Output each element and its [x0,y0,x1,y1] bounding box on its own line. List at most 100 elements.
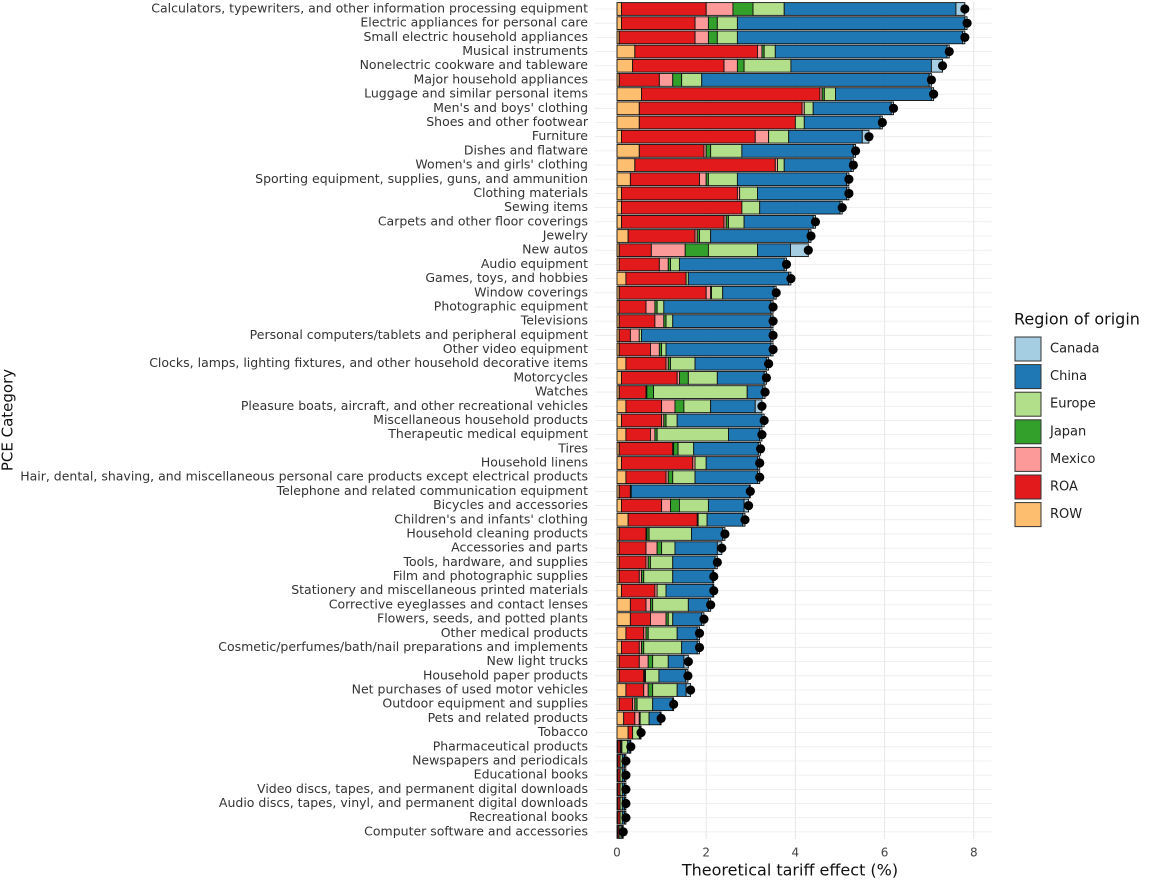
bar-segment [616,583,622,598]
x-axis-title: Theoretical tariff effect (%) [681,861,898,880]
bar-segment [783,158,852,172]
total-dot [771,288,781,298]
bar-segment [705,144,712,158]
y-tick-label: Newspapers and periodicals [412,752,588,767]
bar-segment [616,44,636,59]
legend-swatch [1014,364,1042,390]
bar-segment [618,314,656,328]
bar-segment [665,583,714,598]
bar-segment [676,626,698,641]
bar-segment [649,555,674,570]
total-dot [683,671,693,681]
bar-segment [728,214,745,229]
bar-segment [621,2,707,16]
total-dot [757,401,767,411]
y-tick-label: Carpets and other floor coverings [378,213,588,228]
total-dot [760,387,770,397]
bar-segment [616,158,636,172]
y-tick-label: Corrective eyeglasses and contact lenses [329,596,588,611]
bar-segment [616,58,634,73]
bar-segment [701,73,930,87]
y-tick-label: Stationery and miscellaneous printed mat… [291,582,588,597]
bar-segment [621,640,640,655]
bar-segment [661,342,667,357]
y-axis-title: PCE Category [0,369,17,471]
bar-segment [736,16,966,31]
bar-segment [616,214,622,229]
legend-swatch [1014,336,1042,362]
bar-segment [656,541,663,555]
y-tick-label: Net purchases of used motor vehicles [352,682,588,697]
y-tick-label: Miscellaneous household products [373,412,588,427]
bar-segment [638,115,796,130]
bar-segment [667,470,674,485]
bar-segment [645,598,651,612]
bar-segment [629,328,640,343]
total-dot [745,486,755,496]
total-dot [618,827,628,837]
y-tick-label: Dishes and flatware [464,142,588,157]
bar-segment [616,711,625,726]
y-tick-label: Therapeutic medical equipment [387,426,588,441]
total-dot [864,132,874,142]
y-tick-label: Motorcycles [513,369,588,384]
bar-segment [707,16,718,31]
bar-segment [752,2,785,16]
bar-segment [812,101,892,116]
bar-segment [629,598,647,612]
total-dot [694,642,705,653]
bar-segment [616,512,629,527]
total-dot [699,614,709,624]
total-dot [755,444,766,454]
total-dot [757,430,767,440]
bar-segment [645,669,660,683]
bar-segment [645,541,658,555]
bar-segment [618,30,696,45]
bar-segment [672,555,716,570]
bar-segment [658,669,687,683]
bar-segment [691,527,724,541]
bar-segment [656,300,665,314]
bar-segment [707,30,718,45]
bar-segment [616,2,622,16]
bar-segment [694,470,758,485]
total-dot [694,628,705,638]
bar-segment [621,200,743,215]
bar-segment [618,257,660,272]
total-dot [743,500,754,511]
bar-segment [616,427,627,442]
bar-segment [803,101,814,116]
bar-segment [618,328,631,343]
bar-segment [757,44,763,59]
legend-swatch [1014,502,1042,528]
bar-segment [803,115,881,130]
bar-segment [621,214,725,229]
total-dot [621,756,631,766]
total-dot [926,75,936,85]
y-tick-label: Audio equipment [481,256,588,271]
total-dot [621,770,631,780]
bar-segment [670,498,680,513]
bar-segment [661,498,671,513]
total-dot [669,699,679,709]
total-dot [888,103,899,113]
bar-segment [672,612,703,626]
total-dot [636,727,646,738]
bar-segment [710,399,756,414]
bar-segment [627,725,634,740]
bar-segment [616,16,622,31]
bar-segment [621,413,663,428]
bar-segment [618,285,707,300]
total-dot [720,529,730,539]
y-tick-label: Shoes and other footwear [426,114,589,129]
total-dot [683,657,693,667]
bar-segment [638,144,705,158]
bar-segment [794,115,805,130]
bar-segment [694,16,709,31]
bar-segment [621,371,678,385]
bar-segment [618,73,660,87]
y-tick-label: Furniture [532,128,588,143]
bar-segment [687,271,790,286]
bar-segment [643,683,649,697]
bar-segment [674,399,685,414]
